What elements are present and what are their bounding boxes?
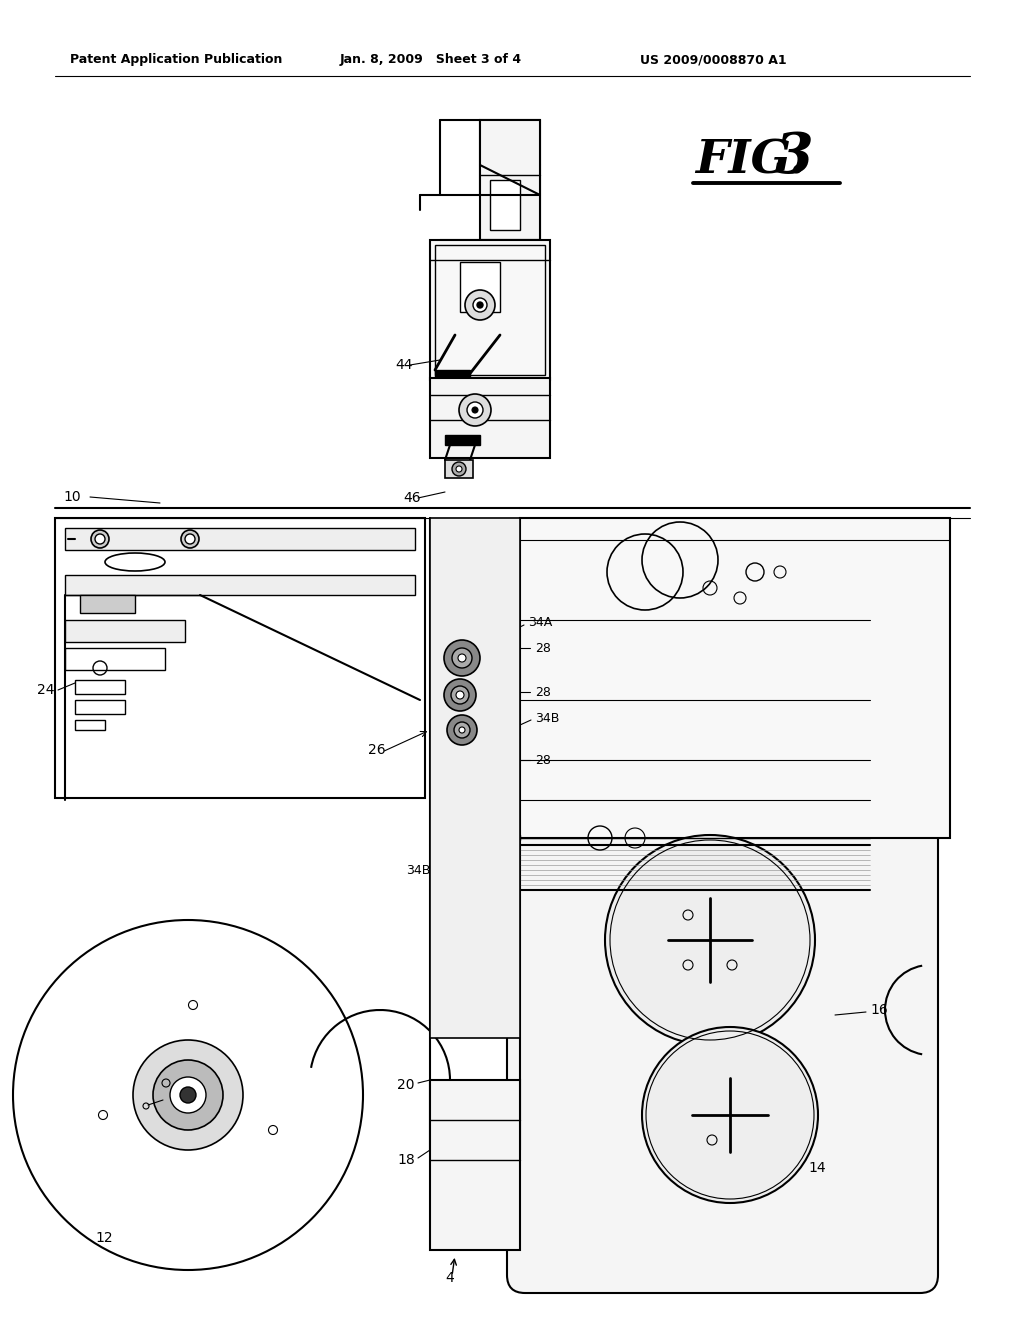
- Text: Jan. 8, 2009   Sheet 3 of 4: Jan. 8, 2009 Sheet 3 of 4: [340, 54, 522, 66]
- Text: 24: 24: [38, 682, 55, 697]
- Circle shape: [170, 1077, 206, 1113]
- Circle shape: [447, 715, 477, 744]
- Circle shape: [459, 612, 465, 618]
- Bar: [430, 1080, 520, 1250]
- Text: 18: 18: [397, 1152, 415, 1167]
- Text: 28: 28: [535, 685, 551, 698]
- Circle shape: [133, 1040, 243, 1150]
- Circle shape: [451, 686, 469, 704]
- Text: US 2009/0008870 A1: US 2009/0008870 A1: [640, 54, 786, 66]
- Circle shape: [91, 531, 109, 548]
- Circle shape: [459, 393, 490, 426]
- Circle shape: [467, 403, 483, 418]
- Circle shape: [469, 605, 481, 616]
- Text: 12: 12: [95, 1232, 113, 1245]
- Bar: [460, 261, 500, 312]
- Text: 10: 10: [63, 490, 81, 504]
- Text: 28: 28: [535, 754, 551, 767]
- Bar: [488, 642, 506, 653]
- Bar: [65, 576, 415, 595]
- Bar: [430, 378, 550, 458]
- Circle shape: [605, 836, 815, 1045]
- Text: 44: 44: [395, 358, 413, 372]
- Circle shape: [642, 1027, 818, 1203]
- FancyBboxPatch shape: [507, 817, 938, 1294]
- Circle shape: [458, 653, 466, 663]
- Bar: [480, 120, 540, 240]
- Bar: [55, 517, 425, 799]
- Text: 34B: 34B: [406, 863, 430, 876]
- Circle shape: [185, 535, 195, 544]
- Bar: [490, 180, 520, 230]
- Circle shape: [452, 462, 466, 477]
- Bar: [520, 517, 950, 838]
- Circle shape: [95, 535, 105, 544]
- Bar: [75, 700, 125, 714]
- Text: 14: 14: [808, 1162, 825, 1175]
- Bar: [430, 517, 520, 1038]
- Circle shape: [459, 727, 465, 733]
- Text: FIG.: FIG.: [695, 137, 806, 183]
- Circle shape: [181, 531, 199, 548]
- Circle shape: [472, 407, 478, 413]
- Bar: [445, 436, 480, 445]
- Circle shape: [455, 609, 469, 622]
- Bar: [80, 595, 135, 612]
- Circle shape: [452, 648, 472, 668]
- Text: 3: 3: [775, 131, 814, 186]
- Bar: [445, 459, 473, 478]
- Bar: [488, 686, 506, 698]
- Text: 28: 28: [535, 642, 551, 655]
- Bar: [65, 528, 415, 550]
- Text: 16: 16: [870, 1003, 888, 1016]
- Circle shape: [477, 302, 483, 308]
- Text: Patent Application Publication: Patent Application Publication: [70, 54, 283, 66]
- Circle shape: [444, 640, 480, 676]
- Bar: [488, 754, 506, 766]
- Bar: [430, 240, 550, 380]
- Bar: [75, 680, 125, 694]
- Bar: [75, 719, 105, 730]
- Circle shape: [465, 290, 495, 319]
- Text: 34A: 34A: [528, 616, 552, 630]
- Circle shape: [456, 690, 464, 700]
- Text: 34B: 34B: [535, 711, 559, 725]
- Circle shape: [444, 678, 476, 711]
- Bar: [65, 648, 165, 671]
- Polygon shape: [450, 312, 510, 335]
- Text: 20: 20: [397, 1078, 415, 1092]
- Circle shape: [180, 1086, 196, 1104]
- Circle shape: [153, 1060, 223, 1130]
- Bar: [65, 620, 185, 642]
- Bar: [435, 370, 470, 381]
- Text: 4: 4: [445, 1271, 455, 1284]
- Text: 46: 46: [403, 491, 421, 506]
- Bar: [435, 246, 545, 375]
- Text: 26: 26: [368, 743, 386, 756]
- Circle shape: [456, 466, 462, 473]
- Circle shape: [454, 722, 470, 738]
- Circle shape: [473, 298, 487, 312]
